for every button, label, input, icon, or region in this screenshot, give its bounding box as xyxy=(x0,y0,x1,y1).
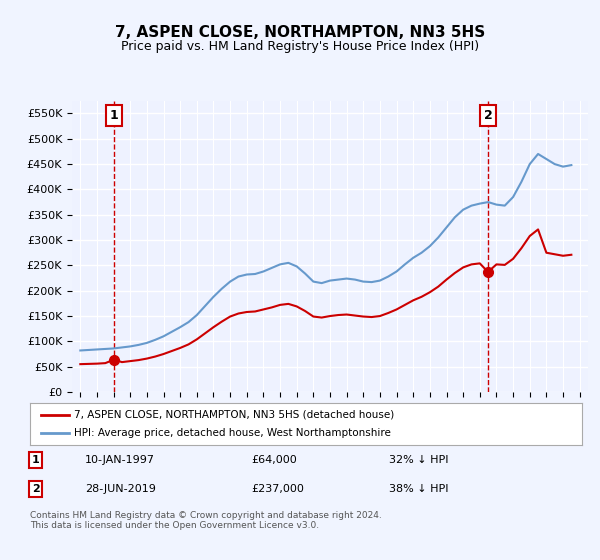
Text: 10-JAN-1997: 10-JAN-1997 xyxy=(85,455,155,465)
Text: £64,000: £64,000 xyxy=(251,455,296,465)
Text: HPI: Average price, detached house, West Northamptonshire: HPI: Average price, detached house, West… xyxy=(74,428,391,438)
Text: Contains HM Land Registry data © Crown copyright and database right 2024.
This d: Contains HM Land Registry data © Crown c… xyxy=(30,511,382,530)
Text: 1: 1 xyxy=(32,455,40,465)
Text: 2: 2 xyxy=(484,109,493,122)
Text: 1: 1 xyxy=(110,109,118,122)
Text: 7, ASPEN CLOSE, NORTHAMPTON, NN3 5HS (detached house): 7, ASPEN CLOSE, NORTHAMPTON, NN3 5HS (de… xyxy=(74,410,394,420)
Text: £237,000: £237,000 xyxy=(251,484,304,494)
Text: 38% ↓ HPI: 38% ↓ HPI xyxy=(389,484,448,494)
Text: 32% ↓ HPI: 32% ↓ HPI xyxy=(389,455,448,465)
Text: 7, ASPEN CLOSE, NORTHAMPTON, NN3 5HS: 7, ASPEN CLOSE, NORTHAMPTON, NN3 5HS xyxy=(115,25,485,40)
Text: 2: 2 xyxy=(32,484,40,494)
Text: Price paid vs. HM Land Registry's House Price Index (HPI): Price paid vs. HM Land Registry's House … xyxy=(121,40,479,53)
Text: 28-JUN-2019: 28-JUN-2019 xyxy=(85,484,156,494)
